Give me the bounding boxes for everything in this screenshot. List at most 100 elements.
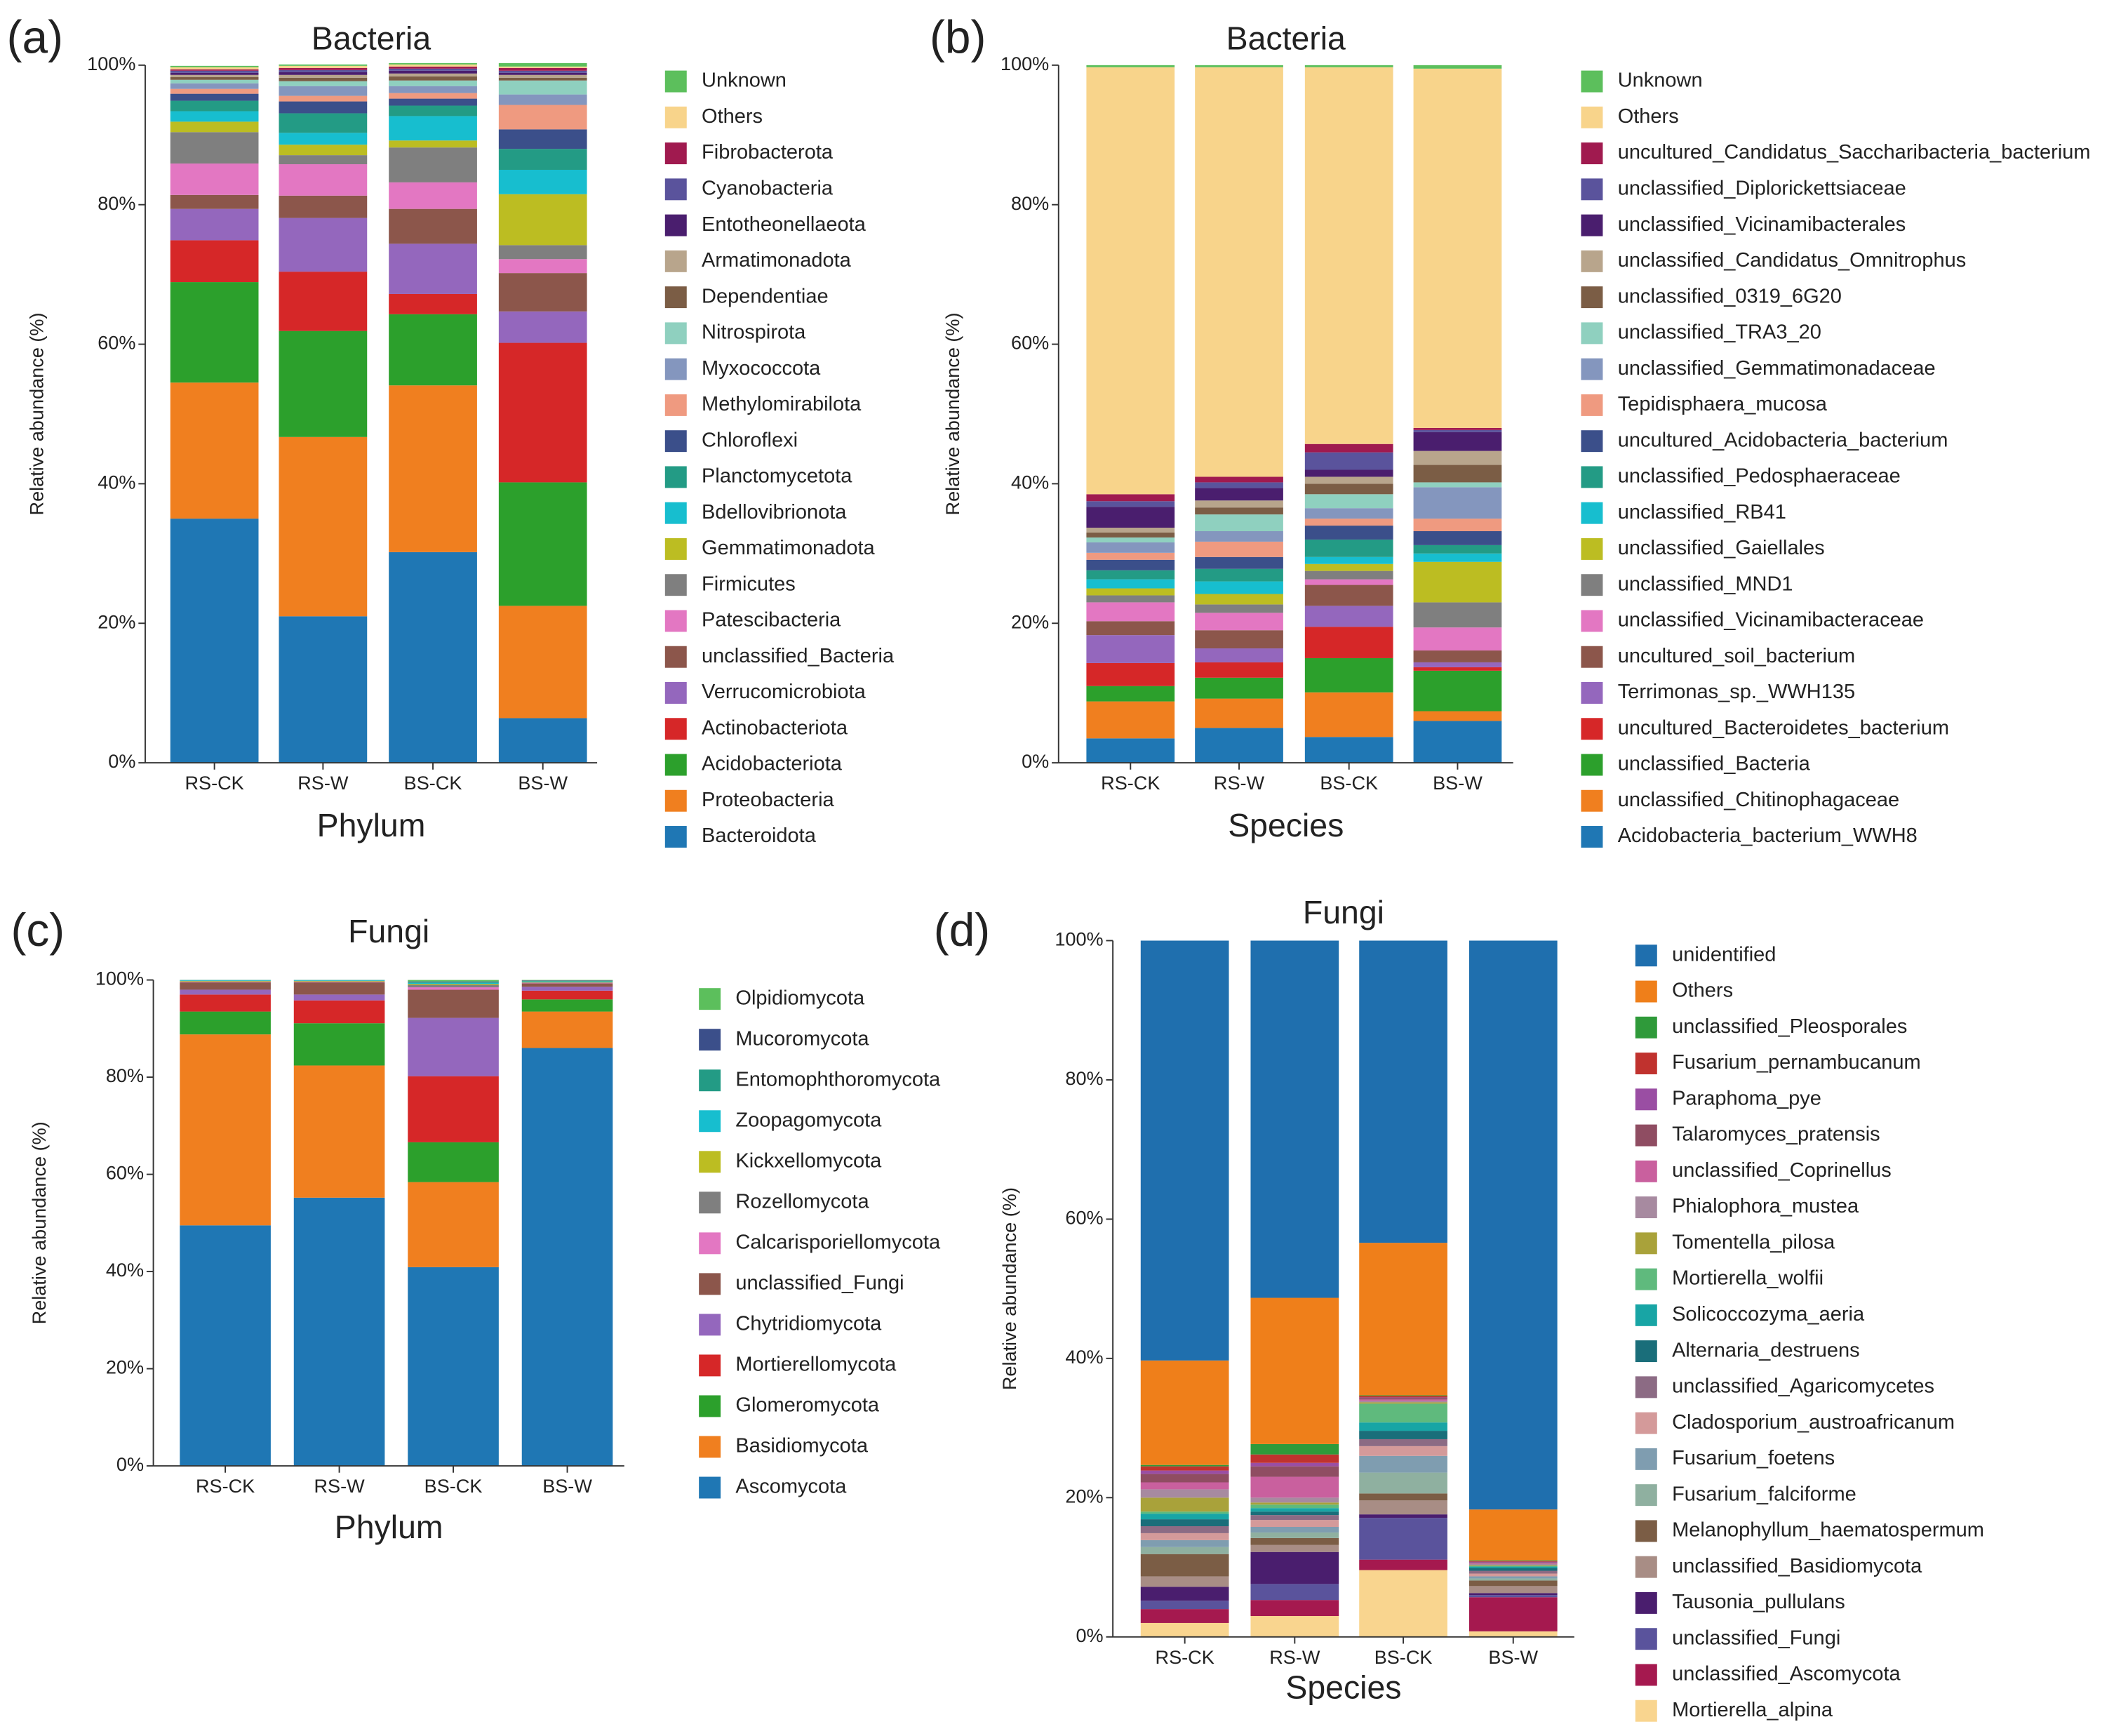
bar-segment — [389, 64, 477, 67]
legend-label: Fusarium_pernambucanum — [1672, 1051, 1921, 1074]
bar-segment — [1413, 721, 1502, 763]
legend-label: Basidiomycota — [735, 1435, 868, 1457]
bar-segment — [170, 194, 259, 209]
legend-swatch — [1581, 250, 1603, 272]
bar-segment — [1413, 482, 1502, 488]
bar-segment — [1140, 1540, 1229, 1547]
x-tick-label: BS-W — [1433, 772, 1483, 794]
legend-label: Zoopagomycota — [735, 1109, 882, 1131]
legend-swatch — [664, 70, 687, 93]
x-axis-label: Phylum — [317, 807, 426, 843]
legend-label: Verrucomicrobiota — [702, 681, 866, 703]
bar-segment — [389, 73, 477, 76]
legend-swatch — [1581, 574, 1603, 596]
chart-title: Bacteria — [312, 20, 431, 56]
bar-segment — [170, 208, 259, 241]
bar-segment — [1250, 1520, 1339, 1528]
legend-label: unclassified_MND1 — [1618, 573, 1793, 595]
legend-label: unclassified_Basidiomycota — [1672, 1555, 1922, 1577]
bar-segment — [389, 70, 477, 74]
bar-segment — [1086, 588, 1175, 596]
bar-segment — [279, 67, 368, 70]
bar-segment — [498, 66, 587, 68]
x-tick-label: BS-CK — [1320, 772, 1378, 794]
bar-segment — [170, 111, 259, 122]
legend-label: unclassified_Pedosphaeraceae — [1618, 465, 1901, 488]
legend-swatch — [1581, 142, 1603, 165]
bar-segment — [1195, 662, 1283, 678]
bar-segment — [279, 616, 368, 763]
legend-swatch — [664, 502, 687, 524]
bar-segment — [498, 482, 587, 606]
legend-label: Calcarisporiellomycota — [735, 1231, 941, 1253]
bar-segment — [1304, 508, 1393, 519]
bar-segment — [1140, 1622, 1229, 1637]
bar-segment — [1468, 1563, 1558, 1564]
legend-swatch — [1581, 538, 1603, 560]
legend-swatch — [1581, 718, 1603, 740]
bar-segment — [1359, 1422, 1447, 1431]
bar-segment — [1413, 545, 1502, 554]
legend-swatch — [664, 466, 687, 488]
legend-label: Ascomycota — [735, 1476, 847, 1498]
bar-segment — [521, 1011, 613, 1048]
bar-segment — [1468, 1631, 1558, 1637]
legend-label: unclassified_Bacteria — [1618, 753, 1811, 775]
legend-label: unclassified_Coprinellus — [1672, 1159, 1892, 1182]
bar-segment — [1195, 541, 1283, 557]
legend-swatch — [1635, 1160, 1657, 1182]
legend-swatch — [1635, 1412, 1657, 1434]
bar-segment — [1359, 1445, 1447, 1456]
bar-segment — [1413, 561, 1502, 603]
bar-segment — [1359, 1397, 1447, 1398]
bar-segment — [1359, 1518, 1447, 1560]
bar-segment — [1468, 1565, 1558, 1566]
bar-segment — [1250, 1616, 1339, 1637]
bar-segment — [389, 243, 477, 294]
bar-segment — [389, 182, 477, 209]
bar-segment — [1413, 465, 1502, 483]
bar-segment — [170, 69, 259, 71]
bar-segment — [521, 982, 613, 984]
bar-segment — [1468, 1597, 1558, 1631]
legend-label: Olpidiomycota — [735, 987, 865, 1009]
legend-label: Unknown — [702, 69, 787, 92]
legend-label: Others — [702, 105, 763, 128]
legend-swatch — [1635, 1448, 1657, 1470]
bar-segment — [1250, 1515, 1339, 1521]
bar-segment — [279, 69, 368, 72]
bar-segment — [1195, 581, 1283, 594]
legend-swatch — [664, 718, 687, 740]
bar-segment — [1250, 1551, 1339, 1584]
x-tick-label: BS-CK — [424, 1475, 483, 1497]
bar-segment — [1413, 650, 1502, 662]
legend-label: Glomeromycota — [735, 1394, 880, 1417]
bar-segment — [170, 382, 259, 519]
legend-label: unclassified_Bacteria — [702, 645, 895, 667]
bar-segment — [170, 163, 259, 195]
legend-swatch — [664, 826, 687, 848]
legend-swatch — [1581, 358, 1603, 380]
legend-swatch — [699, 1069, 721, 1092]
bar-segment — [1359, 1514, 1447, 1518]
legend-label: unclassified_Fungi — [735, 1272, 904, 1295]
bar-segment — [279, 164, 368, 196]
legend-label: Fibrobacterota — [702, 141, 834, 163]
legend-label: unclassified_RB41 — [1618, 501, 1786, 523]
bar-segment — [1359, 1399, 1447, 1401]
bar-segment — [170, 121, 259, 133]
legend-swatch — [1635, 1520, 1657, 1542]
bar-segment — [389, 147, 477, 182]
legend-swatch — [664, 322, 687, 345]
legend-label: unclassified_Ascomycota — [1672, 1663, 1901, 1685]
bar-segment — [180, 982, 271, 990]
y-tick-label: 100% — [95, 968, 144, 989]
bar-segment — [293, 980, 385, 981]
legend-swatch — [1581, 394, 1603, 416]
legend-label: Rozellomycota — [735, 1190, 869, 1213]
legend-label: Methylomirabilota — [702, 393, 862, 415]
legend-swatch — [699, 1191, 721, 1214]
bar-segment — [170, 519, 259, 763]
legend-swatch — [664, 646, 687, 668]
legend-label: Others — [1618, 105, 1679, 128]
